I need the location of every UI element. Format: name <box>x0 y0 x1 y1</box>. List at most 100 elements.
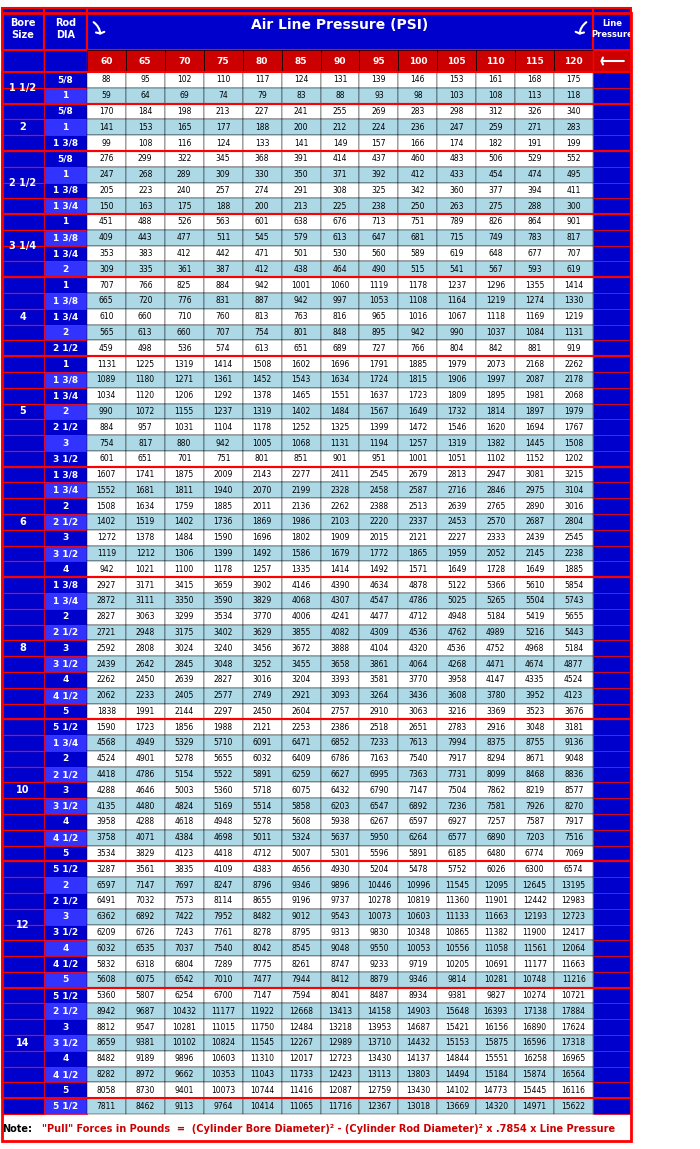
Bar <box>321 103 360 119</box>
Text: 5504: 5504 <box>525 596 545 606</box>
Bar <box>476 136 515 151</box>
Text: 1414: 1414 <box>214 360 233 369</box>
Text: 701: 701 <box>177 454 191 463</box>
Text: 170: 170 <box>99 107 113 116</box>
Text: 1257: 1257 <box>253 565 272 573</box>
Text: 120: 120 <box>564 56 583 65</box>
Text: 14320: 14320 <box>484 1102 508 1111</box>
Bar <box>2 719 44 735</box>
Bar <box>204 766 243 782</box>
Bar <box>515 340 554 356</box>
Text: 227: 227 <box>255 107 270 116</box>
Bar <box>593 766 631 782</box>
Bar <box>360 703 398 719</box>
Text: 1292: 1292 <box>214 391 232 400</box>
Bar <box>281 940 321 956</box>
Bar <box>87 751 126 766</box>
Bar <box>243 1003 281 1019</box>
Bar <box>204 387 243 403</box>
Bar <box>126 262 164 277</box>
Text: 1906: 1906 <box>447 376 466 385</box>
Bar <box>243 813 281 830</box>
Bar <box>593 1019 631 1035</box>
Bar <box>554 1019 593 1035</box>
Text: 707: 707 <box>566 249 581 259</box>
Bar <box>243 766 281 782</box>
Bar <box>321 782 360 799</box>
Bar <box>87 230 126 246</box>
Bar <box>360 688 398 703</box>
Text: 7926: 7926 <box>525 802 545 811</box>
Text: 530: 530 <box>332 249 347 259</box>
Text: 3902: 3902 <box>253 580 272 589</box>
Bar <box>438 782 476 799</box>
Text: 2136: 2136 <box>291 502 311 510</box>
Bar <box>476 167 515 183</box>
Bar <box>2 988 44 1003</box>
Bar <box>438 988 476 1003</box>
Bar <box>204 782 243 799</box>
Bar <box>204 262 243 277</box>
Bar <box>438 766 476 782</box>
Bar <box>281 530 321 546</box>
Bar <box>360 862 398 877</box>
Text: 610: 610 <box>99 313 113 322</box>
Text: 1767: 1767 <box>564 423 583 432</box>
Bar <box>554 830 593 846</box>
Text: 4418: 4418 <box>97 770 116 779</box>
Text: 1885: 1885 <box>408 360 428 369</box>
Text: 15622: 15622 <box>561 1102 586 1111</box>
Text: 2238: 2238 <box>564 549 583 558</box>
Text: 593: 593 <box>527 265 542 273</box>
Text: 345: 345 <box>216 154 230 163</box>
Bar <box>593 1082 631 1098</box>
Bar <box>321 688 360 703</box>
Text: 2: 2 <box>62 407 69 416</box>
Text: 515: 515 <box>411 265 425 273</box>
Text: 1180: 1180 <box>136 376 155 385</box>
Text: 613: 613 <box>138 327 153 337</box>
Text: 255: 255 <box>332 107 347 116</box>
Bar <box>515 766 554 782</box>
Text: 2: 2 <box>62 327 69 337</box>
Bar <box>438 87 476 103</box>
Text: 4786: 4786 <box>136 770 155 779</box>
Bar <box>515 846 554 862</box>
Text: 5752: 5752 <box>447 865 466 873</box>
Text: 1649: 1649 <box>408 407 428 416</box>
Bar <box>44 593 87 609</box>
Text: 95: 95 <box>372 56 385 65</box>
Text: 10274: 10274 <box>523 992 547 1000</box>
Text: 2411: 2411 <box>330 470 349 479</box>
Text: 1 3/4: 1 3/4 <box>53 486 78 495</box>
Text: 7477: 7477 <box>252 976 272 985</box>
Text: 1679: 1679 <box>330 549 350 558</box>
Bar <box>243 1082 281 1098</box>
Text: 10744: 10744 <box>250 1086 274 1095</box>
Bar <box>398 514 438 530</box>
Text: 2642: 2642 <box>136 660 155 669</box>
Text: 6852: 6852 <box>330 739 349 748</box>
Text: 1649: 1649 <box>447 565 466 573</box>
Text: 8795: 8795 <box>291 928 311 936</box>
Text: 707: 707 <box>99 280 113 290</box>
Text: 300: 300 <box>566 202 581 210</box>
Bar <box>438 1082 476 1098</box>
Bar <box>44 199 87 214</box>
Text: 3523: 3523 <box>525 707 545 716</box>
Bar <box>593 246 631 262</box>
Text: 8058: 8058 <box>97 1086 116 1095</box>
Bar <box>204 546 243 562</box>
Bar <box>554 893 593 909</box>
Bar <box>321 466 360 483</box>
Bar <box>2 293 44 309</box>
Text: 1402: 1402 <box>97 517 116 526</box>
Text: 12723: 12723 <box>328 1055 352 1063</box>
Bar <box>554 199 593 214</box>
Bar <box>476 672 515 688</box>
Bar <box>593 909 631 925</box>
Bar <box>126 230 164 246</box>
Text: 9896: 9896 <box>174 1055 194 1063</box>
Bar <box>204 183 243 199</box>
Bar <box>164 1035 204 1051</box>
